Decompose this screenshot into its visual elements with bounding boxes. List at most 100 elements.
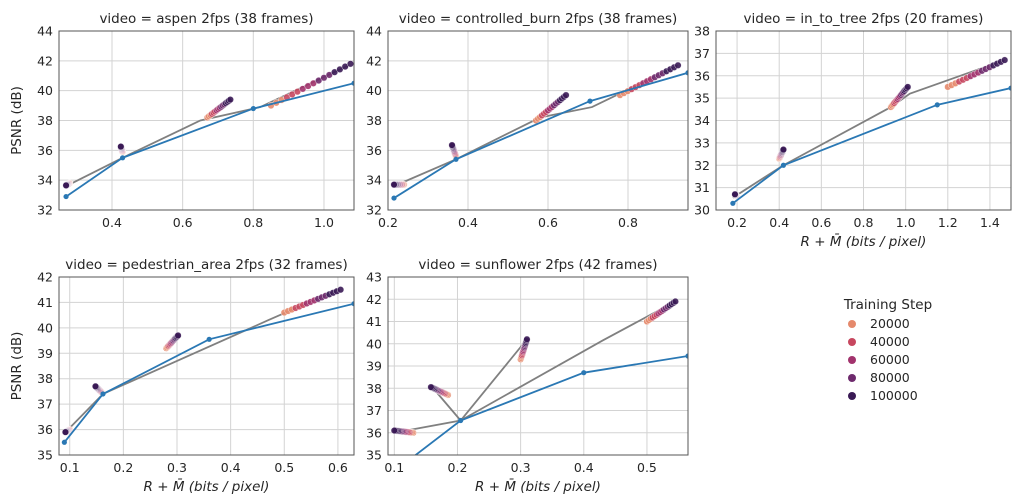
blue-series-line (393, 71, 688, 199)
y-tick-label: 42 (37, 270, 53, 285)
legend-label: 60000 (870, 352, 910, 367)
panel-title: video = pedestrian_area 2fps (32 frames) (65, 257, 347, 273)
x-tick-label: 0.1 (384, 460, 404, 475)
axes-frame (387, 276, 689, 456)
training-point (91, 382, 99, 390)
panels: 0.4 0.6 0.8 1.0 32 34 36 38 40 42 44 video = aspen … (9, 11, 1012, 495)
y-tick-label: 35 (694, 91, 710, 106)
x-tick-label: 0.2 (448, 460, 468, 475)
y-tick-label: 34 (37, 173, 53, 188)
legend-marker (848, 356, 856, 364)
y-tick-label: 31 (694, 180, 710, 195)
plot-area (730, 56, 1011, 206)
x-axis-label: R + M̄ (bits / pixel) (801, 233, 927, 250)
blue-series-point (404, 459, 409, 464)
x-tick-label: 0.6 (328, 460, 348, 475)
blue-series-point (351, 80, 354, 86)
training-point (779, 146, 787, 154)
training-point (731, 190, 739, 198)
legend-title: Training Step (843, 297, 932, 313)
axes-frame (387, 30, 689, 211)
legend-marker (848, 374, 856, 382)
x-tick-label: 0.5 (637, 460, 657, 475)
legend-label: 80000 (870, 370, 910, 385)
y-tick-label: 33 (694, 135, 710, 150)
panel-4: 0.1 0.2 0.3 0.4 0.5 0.6 35 36 37 38 39 40 41 42 video … (9, 257, 355, 495)
y-tick-label: 40 (37, 83, 53, 98)
legend: Training Step 20000 40000 60000 80000 100000 (843, 297, 932, 403)
legend-items: 20000 40000 60000 80000 100000 (848, 316, 918, 403)
gray-series-line (393, 64, 679, 187)
y-tick-label: 39 (366, 359, 382, 374)
y-tick-label: 38 (366, 381, 382, 396)
blue-series-point (730, 200, 736, 206)
x-tick-label: 0.4 (769, 215, 789, 230)
y-tick-label: 36 (366, 425, 382, 440)
gray-series-line (394, 300, 676, 434)
y-tick-label: 37 (37, 397, 53, 412)
panel-title: video = controlled_burn 2fps (38 frames) (399, 11, 678, 27)
x-tick-label: 1.2 (938, 215, 958, 230)
y-tick-label: 36 (694, 68, 710, 83)
y-tick-label: 40 (366, 336, 382, 351)
panel-2: 0.2 0.4 0.6 0.8 32 34 36 38 40 42 44 video = contro… (366, 11, 689, 230)
training-point (1001, 56, 1009, 64)
y-tick-label: 44 (37, 24, 53, 39)
y-tick-label: 42 (366, 292, 382, 307)
y-tick-label: 38 (37, 113, 53, 128)
training-point (174, 331, 182, 339)
y-tick-label: 40 (366, 83, 382, 98)
training-point (674, 61, 682, 69)
y-tick-label: 41 (37, 295, 53, 310)
x-tick-label: 1.4 (980, 215, 1000, 230)
blue-series-point (685, 70, 688, 76)
y-tick-label: 37 (366, 403, 382, 418)
blue-series-point (581, 370, 587, 376)
training-point (427, 383, 435, 391)
plot-area (62, 60, 354, 200)
y-tick-label: 34 (366, 173, 382, 188)
training-point (904, 83, 912, 91)
legend-marker (848, 320, 856, 328)
x-tick-label: 0.4 (574, 460, 594, 475)
panel-3: 0.2 0.4 0.6 0.8 1.0 1.2 1.4 30 31 32 33 34 35 36 37 38 v… (694, 11, 1012, 250)
x-tick-label: 0.3 (167, 460, 187, 475)
x-tick-label: 0.4 (221, 460, 241, 475)
x-tick-label: 0.8 (854, 215, 874, 230)
y-tick-label: 32 (366, 203, 382, 218)
blue-series-line (65, 82, 354, 198)
training-point (226, 96, 234, 104)
y-tick-label: 38 (366, 113, 382, 128)
panel-title: video = in_to_tree 2fps (20 frames) (744, 11, 984, 27)
blue-series-point (61, 439, 67, 445)
x-axis-label: R + M̄ (bits / pixel) (144, 478, 270, 495)
training-point (562, 91, 570, 99)
blue-series-line (732, 87, 1011, 205)
y-tick-label: 42 (366, 53, 382, 68)
blue-series-point (780, 162, 787, 168)
legend-label: 100000 (870, 388, 918, 403)
y-tick-label: 41 (366, 314, 382, 329)
training-point (448, 141, 456, 149)
y-tick-label: 39 (37, 346, 53, 361)
x-tick-label: 0.4 (458, 215, 478, 230)
y-tick-label: 38 (694, 24, 710, 39)
axes-frame (715, 30, 1012, 211)
axes-frame (58, 30, 355, 211)
x-axis-label: R + M̄ (bits / pixel) (475, 478, 601, 495)
legend-marker (848, 392, 856, 400)
blue-series-point (934, 102, 940, 108)
training-point (337, 286, 345, 294)
y-tick-label: 34 (694, 113, 710, 128)
y-tick-label: 32 (37, 203, 53, 218)
x-tick-label: 1.0 (896, 215, 916, 230)
blue-series-point (250, 105, 256, 112)
plot-area (61, 286, 354, 445)
training-point (346, 60, 354, 68)
x-tick-label: 0.2 (113, 460, 133, 475)
x-tick-label: 0.6 (173, 215, 193, 230)
x-tick-label: 0.6 (811, 215, 831, 230)
x-tick-label: 0.5 (274, 460, 294, 475)
x-tick-label: 0.3 (511, 460, 531, 475)
